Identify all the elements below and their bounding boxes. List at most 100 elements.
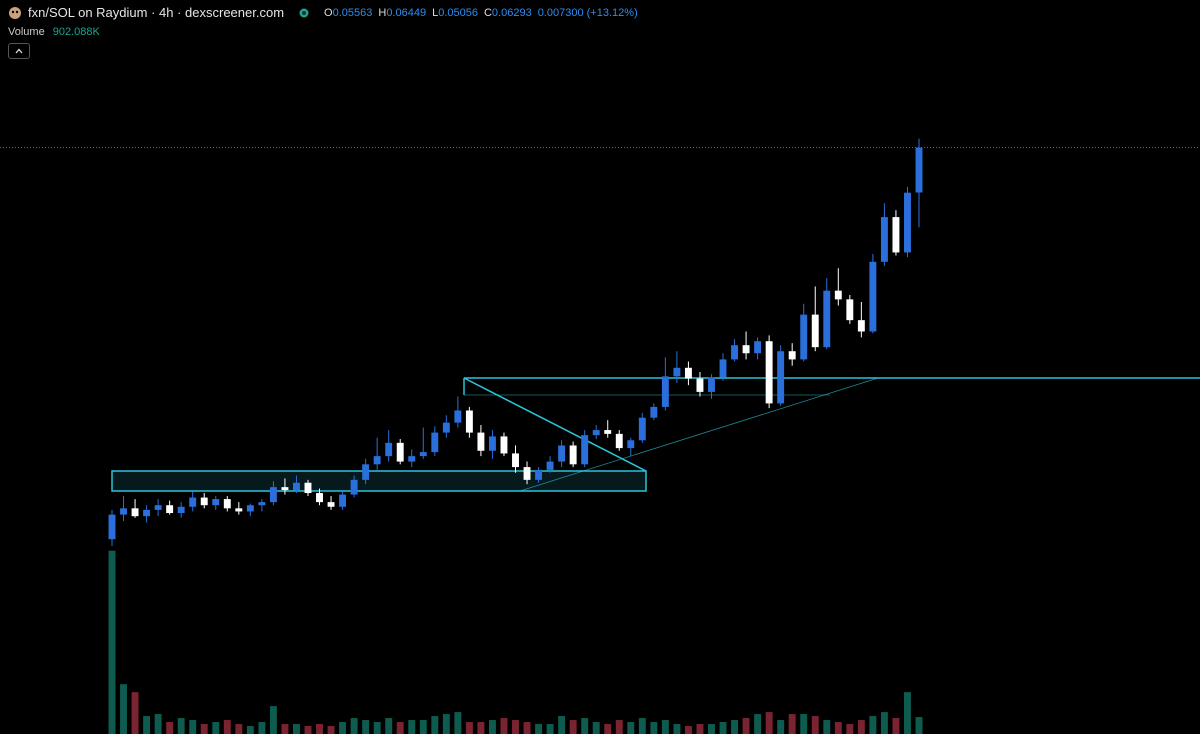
candle-body <box>373 456 381 465</box>
candle-body <box>500 436 508 454</box>
candle-body <box>684 367 692 379</box>
volume-bar <box>258 722 266 734</box>
volume-value: 902.088K <box>52 26 100 38</box>
status-dot <box>299 8 309 17</box>
drawings <box>111 377 1200 492</box>
volume-bar <box>131 692 139 734</box>
volume-bar <box>777 720 785 734</box>
candle-body <box>477 432 485 451</box>
volume-bar <box>454 712 462 734</box>
candle-body <box>558 445 566 462</box>
volume-bar <box>512 720 519 734</box>
candle-body <box>143 509 151 517</box>
volume-bar <box>396 722 404 734</box>
volume-bar <box>765 712 773 734</box>
volume-bar <box>627 722 635 734</box>
volume-bar <box>846 724 854 734</box>
volume-bar <box>143 716 151 734</box>
title: fxn/SOL on Raydium · 4h · dexscreener.co… <box>28 5 285 20</box>
volume-bar <box>362 720 370 734</box>
volume-bar <box>523 722 531 734</box>
candle-body <box>846 299 854 321</box>
candle-body <box>316 493 323 503</box>
volume-bar <box>834 722 842 734</box>
candle-body <box>465 410 473 433</box>
volume-bar <box>108 550 116 734</box>
candle-body <box>777 351 785 404</box>
volume-bar <box>177 718 185 734</box>
volume-bar <box>327 726 335 734</box>
volume-bar <box>385 718 393 734</box>
candle-body <box>546 461 554 470</box>
candle-body <box>246 505 254 512</box>
range-box <box>111 470 647 492</box>
candle-body <box>569 445 577 465</box>
volume-bar <box>892 718 900 734</box>
candle-body <box>627 440 635 449</box>
volume-bar <box>742 718 750 734</box>
candle-body <box>269 487 277 503</box>
volume-bar <box>304 726 312 734</box>
candle-body <box>154 505 162 510</box>
candle-body <box>800 314 808 360</box>
volume-name: Volume <box>8 26 45 38</box>
volume-bar <box>915 717 923 734</box>
volume-bar <box>200 724 208 734</box>
volume-bar <box>477 722 485 734</box>
candle-body <box>396 442 404 462</box>
candle-body <box>869 261 877 332</box>
volume-legend: Volume 902.088K <box>8 26 100 38</box>
candle-body <box>880 217 888 262</box>
volume-bar <box>535 724 543 734</box>
candle-body <box>696 378 704 392</box>
candle-body <box>834 290 842 300</box>
candle-body <box>915 147 923 193</box>
candle-body <box>742 345 750 354</box>
volume-bar <box>661 720 669 734</box>
volume-bar <box>615 720 623 734</box>
volume-bar <box>650 722 658 734</box>
high-value: 0.06449 <box>386 6 427 19</box>
candle-body <box>892 217 900 253</box>
volume-bar <box>120 684 127 734</box>
volume-bar <box>269 706 277 734</box>
volume-bar <box>800 714 808 734</box>
candle-body <box>592 430 600 436</box>
candle-body <box>857 320 865 332</box>
volume-bar <box>292 724 300 734</box>
candle-body <box>788 351 796 360</box>
candle-body <box>823 290 831 348</box>
candle-body <box>615 433 623 449</box>
volume-bar <box>719 722 727 734</box>
candle-body <box>661 376 669 407</box>
candle-body <box>408 456 416 462</box>
volume-bar <box>316 724 323 734</box>
volume-bar <box>500 718 508 734</box>
collapse-button[interactable] <box>8 43 30 59</box>
candle-body <box>362 464 370 480</box>
candle-body <box>327 502 335 507</box>
volume-bar <box>350 718 358 734</box>
candle-body <box>258 502 266 506</box>
volume-bar <box>811 716 819 734</box>
candle-body <box>638 417 646 441</box>
high-letter: H <box>378 6 387 19</box>
volume-bar <box>223 720 231 734</box>
volume-bar <box>408 720 416 734</box>
candle-body <box>904 192 911 253</box>
candle-body <box>431 432 439 453</box>
candle-body <box>166 505 174 514</box>
volume-bar <box>788 714 796 734</box>
candle-body <box>719 359 727 378</box>
candle-body <box>304 482 312 494</box>
candle-body <box>281 487 289 491</box>
candle-body <box>650 406 658 418</box>
open-letter: O <box>324 6 333 19</box>
volume-bar <box>904 692 911 734</box>
candle-body <box>442 422 450 433</box>
volume-bar <box>869 716 877 734</box>
candle-body <box>419 452 427 457</box>
volume-bar <box>431 716 439 734</box>
candle-body <box>604 430 612 434</box>
